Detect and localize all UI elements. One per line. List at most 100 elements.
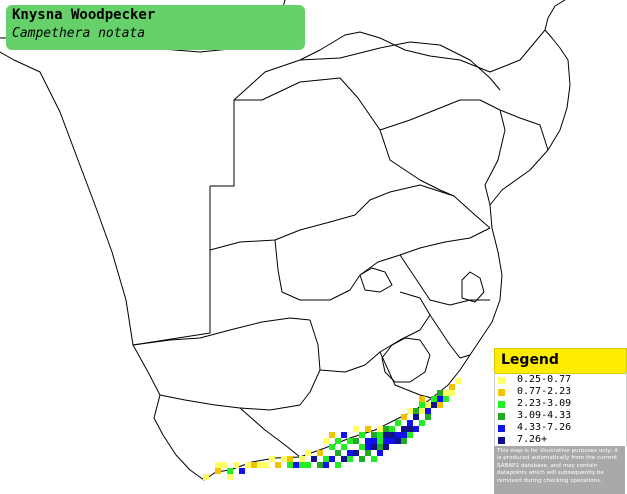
occurrence-cell	[419, 396, 425, 402]
border-caprivi	[233, 41, 501, 101]
occurrence-cell	[245, 462, 251, 468]
occurrence-cell	[413, 408, 419, 414]
occurrence-cell	[353, 450, 359, 456]
occurrence-cell	[257, 462, 263, 468]
border-namibia-botswana	[132, 186, 211, 346]
legend-item: 0.25-0.77	[495, 374, 626, 386]
occurrence-cell	[407, 408, 413, 414]
occurrence-cell	[221, 462, 227, 468]
occurrence-cell	[377, 426, 383, 432]
border-zim-moz	[484, 109, 506, 206]
lesotho	[381, 337, 431, 383]
occurrence-cell	[395, 420, 401, 426]
province-limpopo	[399, 227, 491, 256]
occurrence-cell	[347, 438, 353, 444]
occurrence-cell	[419, 402, 425, 408]
occurrence-cell	[395, 432, 401, 438]
occurrence-cell	[323, 438, 329, 444]
occurrence-cell	[443, 396, 449, 402]
legend-disclaimer: This map is for illustrative purposes on…	[494, 446, 625, 494]
legend-swatch	[498, 437, 505, 444]
occurrence-cell	[353, 426, 359, 432]
occurrence-cell	[239, 468, 245, 474]
occurrence-cell	[329, 456, 335, 462]
occurrence-cells	[203, 378, 461, 480]
province-gauteng	[359, 267, 393, 293]
occurrence-cell	[293, 462, 299, 468]
occurrence-cell	[425, 408, 431, 414]
occurrence-cell	[359, 456, 365, 462]
occurrence-cell	[335, 438, 341, 444]
occurrence-cell	[341, 456, 347, 462]
border-zambia	[299, 29, 546, 73]
swaziland	[461, 271, 485, 303]
species-common-name: Knysna Woodpecker	[12, 7, 156, 23]
occurrence-cell	[377, 444, 383, 450]
occurrence-cell	[371, 438, 377, 444]
species-scientific-name: Campethera notata	[12, 26, 146, 41]
legend-item: 0.77-2.23	[495, 386, 626, 398]
occurrence-cell	[401, 426, 407, 432]
occurrence-cell	[263, 462, 269, 468]
province-mpumalanga	[399, 254, 490, 306]
occurrence-cell	[233, 462, 239, 468]
occurrence-cell	[299, 462, 305, 468]
occurrence-cell	[215, 462, 221, 468]
occurrence-cell	[347, 450, 353, 456]
legend-heading: Legend	[501, 352, 559, 368]
province-nw	[274, 239, 401, 301]
occurrence-cell	[365, 426, 371, 432]
occurrence-cell	[425, 402, 431, 408]
occurrence-cell	[401, 432, 407, 438]
occurrence-cell	[377, 438, 383, 444]
occurrence-cell	[371, 432, 377, 438]
legend-items: 0.25-0.77 0.77-2.23 2.23-3.09 3.09-4.33 …	[494, 372, 627, 446]
occurrence-cell	[383, 426, 389, 432]
occurrence-cell	[377, 432, 383, 438]
legend-swatch	[498, 413, 505, 420]
occurrence-cell	[437, 402, 443, 408]
legend-label: 3.09-4.33	[517, 410, 572, 421]
occurrence-cell	[335, 450, 341, 456]
occurrence-cell	[203, 474, 209, 480]
occurrence-cell	[329, 432, 335, 438]
occurrence-cell	[443, 390, 449, 396]
legend-label: 2.23-3.09	[517, 398, 572, 409]
occurrence-cell	[371, 444, 377, 450]
occurrence-cell	[455, 378, 461, 384]
occurrence-cell	[431, 402, 437, 408]
occurrence-cell	[449, 390, 455, 396]
province-wc	[159, 394, 301, 458]
legend-swatch	[498, 401, 505, 408]
border-zimbabwe	[379, 99, 549, 151]
border-namibia-north	[210, 77, 455, 197]
occurrence-cell	[437, 396, 443, 402]
occurrence-cell	[251, 462, 257, 468]
occurrence-cell	[371, 456, 377, 462]
legend-swatch	[498, 389, 505, 396]
occurrence-cell	[413, 426, 419, 432]
occurrence-cell	[305, 462, 311, 468]
occurrence-cell	[377, 450, 383, 456]
occurrence-cell	[401, 414, 407, 420]
legend-label: 0.25-0.77	[517, 374, 572, 385]
province-kzn	[429, 314, 471, 359]
occurrence-cell	[407, 432, 413, 438]
occurrence-cell	[323, 462, 329, 468]
province-fs	[309, 291, 431, 373]
occurrence-cell	[341, 444, 347, 450]
occurrence-cell	[419, 408, 425, 414]
occurrence-cell	[425, 414, 431, 420]
occurrence-cell	[287, 456, 293, 462]
legend-item: 3.09-4.33	[495, 410, 626, 422]
legend-item: 2.23-3.09	[495, 398, 626, 410]
occurrence-cell	[281, 456, 287, 462]
occurrence-cell	[437, 390, 443, 396]
occurrence-cell	[365, 438, 371, 444]
province-nc	[132, 317, 311, 346]
occurrence-cell	[365, 450, 371, 456]
legend-swatch	[498, 425, 505, 432]
legend-panel: Legend 0.25-0.77 0.77-2.23 2.23-3.09 3.0…	[491, 346, 627, 494]
occurrence-cell	[341, 432, 347, 438]
